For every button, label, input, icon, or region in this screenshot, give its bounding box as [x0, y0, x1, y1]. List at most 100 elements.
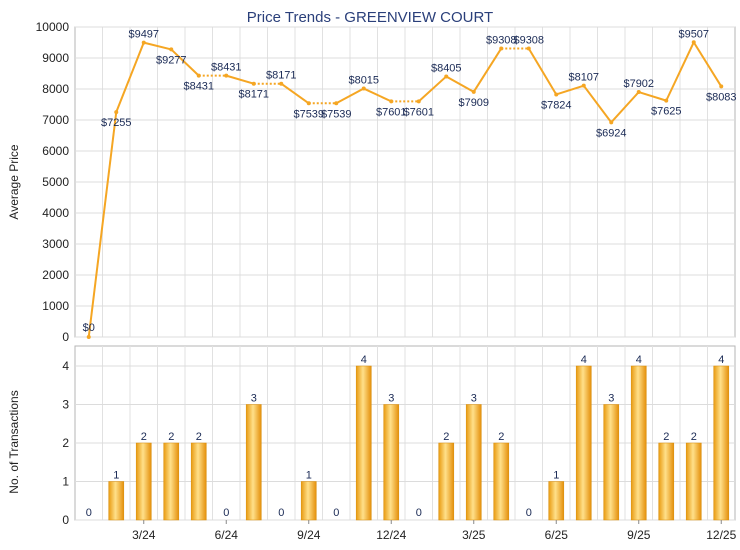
price-panel: 0 1000 2000 3000 4000 5000 6000 7000 8000 9000 100…: [36, 20, 737, 344]
price-point: [361, 86, 366, 91]
price-y-tick-label: 7000: [42, 113, 69, 127]
price-point: [251, 81, 256, 86]
price-point: [664, 98, 669, 103]
price-y-tick-label: 5000: [42, 175, 69, 189]
price-line-segment: [555, 84, 585, 96]
transaction-bar: [135, 442, 152, 521]
transaction-count-label: 0: [526, 507, 532, 519]
transaction-count-label: 4: [581, 354, 587, 366]
x-tick-label: 3/25: [462, 528, 486, 542]
price-data-label: $8015: [348, 75, 379, 87]
price-line-segment: [638, 91, 667, 102]
transaction-count-label: 2: [663, 431, 669, 443]
price-point: [526, 46, 531, 51]
transaction-bar: [355, 365, 372, 521]
transaction-bar: [163, 442, 180, 521]
transaction-bar: [630, 365, 647, 521]
price-line-segment: [665, 41, 695, 102]
price-point: [636, 90, 641, 95]
price-point: [416, 99, 421, 104]
price-data-label: $8083: [706, 91, 737, 103]
transaction-count-label: 0: [333, 507, 339, 519]
price-point: [471, 89, 476, 94]
price-point: [86, 335, 91, 339]
price-point: [554, 92, 559, 97]
price-point: [169, 47, 174, 52]
x-tick-label: 9/25: [627, 528, 651, 542]
price-data-label: $9308: [486, 34, 517, 46]
price-point: [389, 99, 394, 104]
price-data-label: $8171: [238, 89, 269, 101]
transaction-bar: [108, 481, 125, 521]
price-point: [609, 120, 614, 125]
price-data-label: $7625: [651, 106, 682, 118]
price-data-label: $7909: [458, 97, 489, 109]
price-line-segment: [418, 75, 447, 103]
price-point: [499, 46, 504, 51]
price-line-segment: [225, 74, 255, 85]
transaction-bar: [548, 481, 565, 521]
price-y-tick-label: 6000: [42, 144, 69, 158]
price-point: [691, 40, 696, 45]
x-tick-label: 12/25: [706, 528, 736, 542]
transaction-bar: [603, 404, 620, 521]
x-tick-label: 3/24: [132, 528, 156, 542]
transaction-count-label: 4: [718, 354, 724, 366]
price-y-tick-label: 0: [62, 330, 69, 344]
transactions-panel: 0 1 2 3 4 0 1 2 2 2 0 3 0 1 0 4 3 0 2 3 2 0 1 4 3 4 2 2 4 3/24 6/24 9/2…: [62, 345, 737, 542]
price-line-segment: [582, 85, 613, 123]
price-line-segment: [335, 87, 365, 105]
price-data-label: $7255: [101, 117, 132, 129]
price-point: [444, 74, 449, 79]
price-data-label: $6924: [596, 127, 627, 139]
price-point: [224, 73, 229, 78]
transaction-bar: [575, 365, 592, 521]
transaction-count-label: 2: [168, 431, 174, 443]
transaction-bar: [658, 442, 675, 521]
transactions-y-tick-label: 1: [62, 475, 69, 489]
price-data-label: $7601: [376, 106, 407, 118]
x-tick-label: 6/24: [215, 528, 239, 542]
price-data-label: $9497: [128, 29, 159, 41]
transactions-y-tick-label: 3: [62, 398, 69, 412]
transactions-y-tick-label: 0: [62, 513, 69, 527]
price-line-segment: [143, 41, 172, 51]
transaction-bar: [685, 442, 702, 521]
transaction-count-label: 1: [113, 470, 119, 482]
price-line-segment: [170, 48, 200, 77]
price-data-label: $8431: [183, 81, 214, 93]
transactions-y-tick-label: 2: [62, 436, 69, 450]
transaction-count-label: 0: [416, 507, 422, 519]
price-line-segment: [527, 47, 558, 95]
transactions-y-tick-label: 4: [62, 359, 69, 373]
price-data-label: $9507: [678, 28, 709, 40]
price-point: [196, 73, 201, 78]
transaction-bar: [465, 404, 482, 521]
chart-title: Price Trends - GREENVIEW COURT: [247, 9, 493, 26]
price-y-tick-label: 3000: [42, 237, 69, 251]
price-y-tick-label: 10000: [36, 20, 70, 34]
price-point: [279, 81, 284, 86]
price-data-label: $7539: [321, 108, 352, 120]
price-y-tick-label: 2000: [42, 268, 69, 282]
transaction-count-label: 3: [608, 393, 614, 405]
transaction-count-label: 2: [691, 431, 697, 443]
transaction-count-label: 0: [86, 507, 92, 519]
transaction-count-label: 1: [553, 470, 559, 482]
transaction-count-label: 2: [443, 431, 449, 443]
transaction-count-label: 2: [196, 431, 202, 443]
price-y-tick-label: 8000: [42, 82, 69, 96]
price-point: [334, 101, 339, 106]
transaction-count-label: 3: [388, 393, 394, 405]
price-data-label: $7824: [541, 99, 572, 111]
price-line-segment: [610, 91, 640, 124]
price-data-label: $7539: [293, 108, 324, 120]
x-tick-label: 6/25: [545, 528, 569, 542]
price-data-label: $8171: [266, 70, 297, 82]
transaction-count-label: 2: [141, 431, 147, 443]
price-data-label: $9308: [513, 34, 544, 46]
transaction-bar: [383, 404, 400, 521]
price-axis-title: Average Price: [7, 144, 21, 219]
transaction-bar: [190, 442, 207, 521]
